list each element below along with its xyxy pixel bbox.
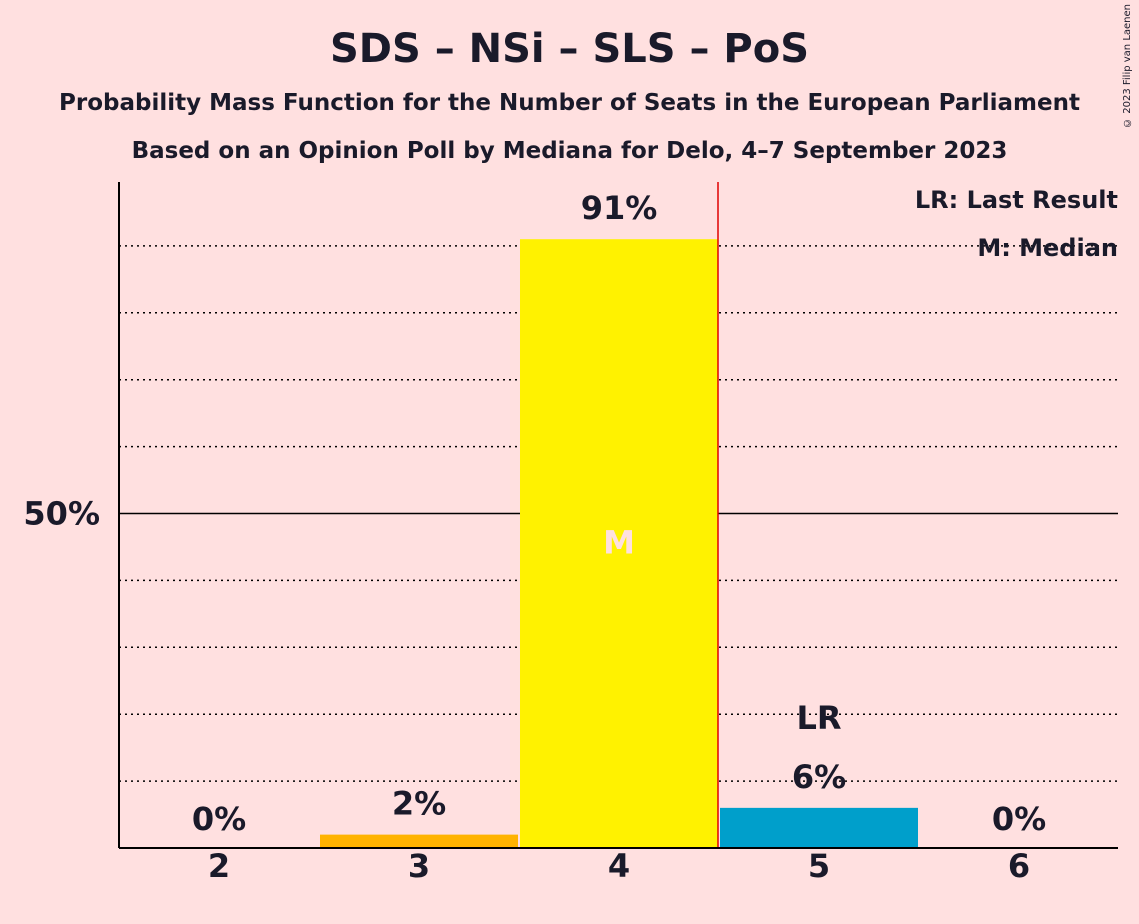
legend-median: M: Median <box>977 234 1118 262</box>
x-tick-label-4: 4 <box>608 847 630 885</box>
x-tick-label-6: 6 <box>1008 847 1030 885</box>
y-tick-label-50: 50% <box>23 495 100 533</box>
median-marker: M <box>603 524 635 562</box>
x-tick-label-5: 5 <box>808 847 830 885</box>
data-label-seats-3: 2% <box>392 785 446 823</box>
x-tick-label-3: 3 <box>408 847 430 885</box>
data-label-seats-4: 91% <box>581 189 658 227</box>
data-label-seats-6: 0% <box>992 800 1046 838</box>
x-tick-label-2: 2 <box>208 847 230 885</box>
chart-subtitle-2: Based on an Opinion Poll by Mediana for … <box>131 138 1008 164</box>
data-label-seats-2: 0% <box>192 800 246 838</box>
data-label-seats-5: 6% <box>792 758 846 796</box>
legend-last-result: LR: Last Result <box>914 186 1118 214</box>
bar-seats-4 <box>520 239 718 848</box>
bar-seats-3 <box>320 834 518 848</box>
chart-title: SDS – NSi – SLS – PoS <box>329 26 810 72</box>
bar-seats-5 <box>720 807 918 848</box>
last-result-marker: LR <box>796 699 841 737</box>
chart-subtitle-1: Probability Mass Function for the Number… <box>59 90 1080 116</box>
